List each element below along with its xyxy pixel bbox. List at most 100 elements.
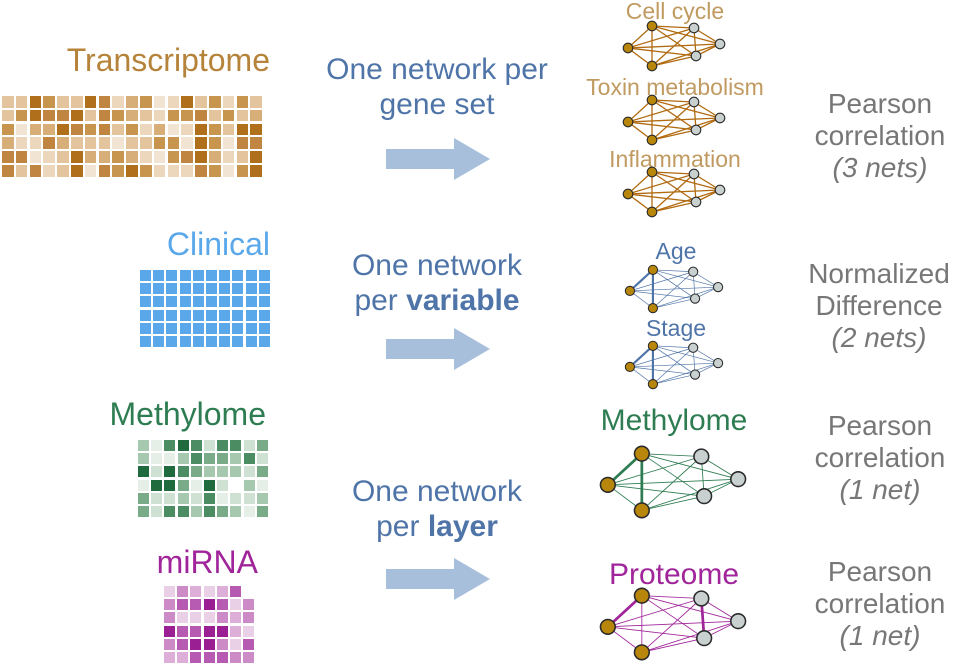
heatmap-cell (177, 586, 189, 597)
network-node (696, 630, 713, 647)
metric-name-line1: Pearson (827, 556, 933, 587)
heatmap-cell (245, 322, 257, 334)
network-node (646, 94, 658, 106)
heatmap-cell (192, 270, 204, 281)
mirna-heatmap (164, 586, 258, 666)
heatmap-cell (245, 283, 257, 295)
network-edge (651, 99, 697, 131)
heatmap-cell (71, 109, 83, 122)
heatmap-cell (177, 479, 189, 491)
heatmap-cell (166, 270, 178, 281)
arrow-right-icon (386, 558, 490, 600)
strategy-layer-bold: layer (427, 510, 498, 543)
network-edge (651, 173, 695, 213)
heatmap-cell (236, 109, 249, 122)
heatmap-cell (57, 165, 69, 177)
heatmap-cell (151, 466, 163, 478)
heatmap-cell (112, 96, 124, 108)
heatmap-cell (243, 638, 255, 650)
heatmap-cell (250, 165, 262, 177)
heatmap-cell (140, 165, 152, 177)
heatmap-cell (153, 123, 166, 136)
heatmap-cell (216, 625, 228, 637)
heatmap-cell (204, 440, 215, 451)
metric-name-line2: correlation (814, 120, 946, 151)
heatmap-cell (140, 322, 151, 334)
heatmap-cell (29, 137, 42, 149)
heatmap-cell (236, 165, 249, 177)
heatmap-cell (177, 612, 189, 624)
heatmap-cell (167, 165, 180, 177)
heatmap-cell (230, 440, 242, 451)
metric-count: (1 net) (839, 474, 921, 505)
heatmap-cell (190, 599, 202, 611)
heatmap-cell (203, 612, 215, 624)
heatmap-cell (216, 652, 228, 663)
network-edge (652, 269, 696, 299)
strategy-layer-line2: per layer (376, 510, 498, 543)
network-node (714, 112, 726, 124)
network-edge (651, 99, 695, 103)
heatmap-cell (258, 296, 270, 308)
heatmap-cell (181, 109, 193, 122)
heatmap-cell (98, 123, 111, 136)
strategy-variable: One network per variable (326, 248, 548, 318)
network-graph-inflammation (622, 166, 726, 218)
clinical-label: Clinical (166, 226, 270, 262)
heatmap-cell (126, 151, 138, 163)
network-edge (652, 269, 694, 273)
network-edge (627, 99, 653, 123)
heatmap-cell (190, 612, 202, 624)
heatmap-cell (217, 479, 229, 491)
heatmap-cell (112, 123, 124, 136)
heatmap-cell (167, 123, 180, 136)
metric-transcriptome: Pearson correlation (3 nets) (792, 88, 962, 184)
network-node (646, 134, 658, 146)
network-edge (607, 626, 705, 639)
network-edge (651, 101, 695, 141)
heatmap-cell (15, 165, 28, 177)
network-edge (652, 345, 696, 375)
transcriptome-label: Transcriptome (66, 42, 270, 78)
heatmap-cell (15, 137, 28, 149)
network-graph-age (624, 264, 724, 314)
heatmap-cell (190, 453, 202, 465)
heatmap-cell (140, 270, 151, 281)
heatmap-cell (164, 586, 175, 597)
network-edge (652, 362, 719, 385)
heatmap-cell (222, 109, 235, 122)
heatmap-cell (181, 151, 193, 163)
heatmap-cell (126, 165, 138, 177)
heatmap-cell (243, 479, 255, 491)
network-edge (629, 271, 694, 292)
transcriptome-heatmap (2, 96, 268, 178)
heatmap-cell (219, 296, 231, 308)
network-node (688, 22, 700, 34)
network-edge (652, 374, 696, 385)
heatmap-cell (204, 506, 215, 517)
network-node (633, 644, 650, 661)
network-edge (627, 25, 653, 49)
metric-name-line1: Normalized (808, 258, 950, 289)
metric-count: (3 nets) (832, 152, 928, 183)
heatmap-cell (230, 453, 242, 465)
network-edge (651, 27, 695, 67)
network-node (730, 471, 747, 488)
network-node (689, 369, 701, 380)
network-node (689, 293, 701, 304)
heatmap-cell (57, 123, 69, 136)
heatmap-cell (153, 322, 165, 334)
heatmap-cell (84, 96, 97, 108)
network-label-toxin-metabolism: Toxin metabolism (586, 74, 764, 100)
heatmap-cell (256, 479, 268, 491)
heatmap-cell (256, 440, 268, 451)
heatmap-cell (179, 270, 191, 281)
heatmap-cell (140, 123, 152, 136)
heatmap-cell (258, 270, 270, 281)
heatmap-cell (153, 296, 165, 308)
network-graph-stage (624, 340, 724, 390)
network-edge (627, 171, 653, 195)
network-edge (652, 345, 694, 349)
heatmap-cell (245, 309, 257, 321)
heatmap-cell (179, 296, 191, 308)
